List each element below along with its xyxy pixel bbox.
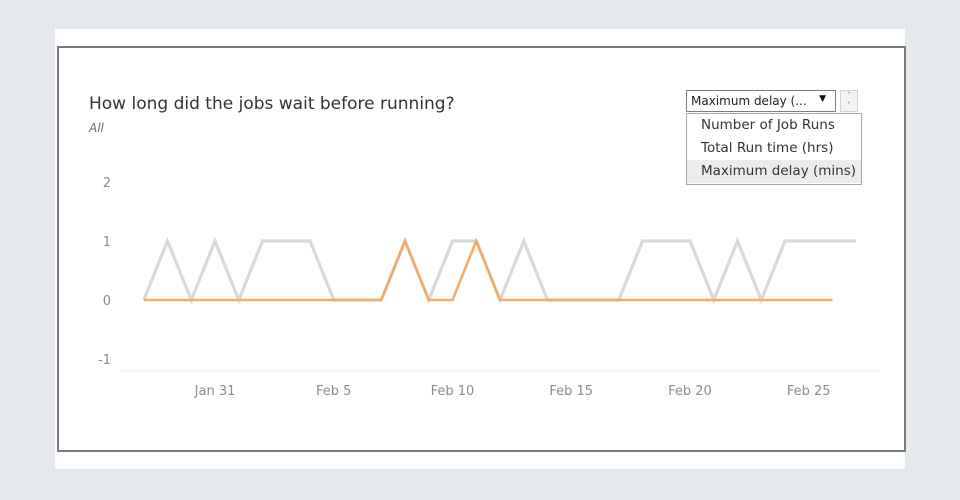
y-tick-label: 2 bbox=[103, 176, 111, 191]
chevron-down-icon: ▼ bbox=[819, 94, 826, 104]
chart-subtitle: All bbox=[89, 121, 104, 135]
x-tick-label: Jan 31 bbox=[194, 384, 236, 399]
chevron-down-icon: ˅ bbox=[847, 101, 851, 110]
x-tick-label: Feb 15 bbox=[549, 384, 593, 399]
y-tick-label: 1 bbox=[103, 235, 111, 250]
measure-options-menu: Number of Job Runs Total Run time (hrs) … bbox=[686, 113, 862, 185]
measure-dropdown-value: Maximum delay (... bbox=[691, 94, 807, 108]
series-line-orange bbox=[143, 237, 833, 302]
chevron-up-icon: ˄ bbox=[847, 91, 851, 100]
measure-dropdown[interactable]: Maximum delay (... ▼ bbox=[686, 90, 836, 112]
x-tick-label: Feb 5 bbox=[316, 384, 351, 399]
series-line-gray bbox=[142, 236, 857, 305]
menu-item-max-delay[interactable]: Maximum delay (mins) bbox=[687, 160, 861, 183]
menu-item-run-time[interactable]: Total Run time (hrs) bbox=[701, 140, 834, 156]
y-tick-label: -1 bbox=[98, 353, 111, 368]
dropdown-scroll-arrows[interactable]: ˄ ˅ bbox=[840, 90, 858, 112]
chart-title: How long did the jobs wait before runnin… bbox=[89, 94, 455, 114]
menu-item-job-runs[interactable]: Number of Job Runs bbox=[701, 117, 835, 133]
x-tick-label: Feb 25 bbox=[787, 384, 831, 399]
y-tick-label: 0 bbox=[103, 294, 111, 309]
x-tick-label: Feb 20 bbox=[668, 384, 712, 399]
x-tick-label: Feb 10 bbox=[431, 384, 475, 399]
